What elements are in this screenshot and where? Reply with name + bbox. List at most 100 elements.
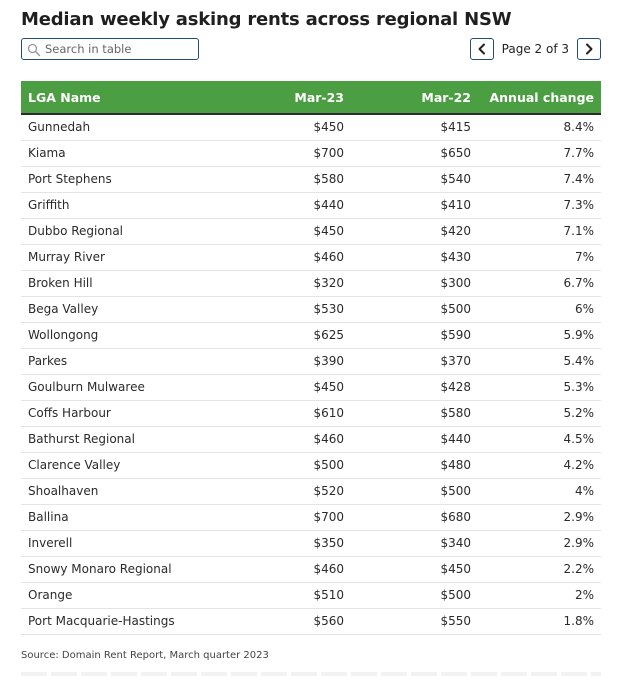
mar-22-cell: $680	[440, 510, 471, 524]
mar-22-cell: $540	[440, 172, 471, 186]
mar-22-cell: $410	[440, 198, 471, 212]
mar-23-cell: $700	[313, 510, 344, 524]
lga-name-cell: Orange	[28, 588, 73, 602]
annual-change-cell: 7%	[574, 250, 594, 264]
table-row: Wollongong $625 $590 5.9%	[21, 322, 601, 348]
search-box[interactable]	[21, 38, 199, 60]
annual-change-cell: 6.7%	[563, 276, 595, 290]
annual-change-cell: 4.2%	[563, 458, 595, 472]
search-input[interactable]	[45, 40, 195, 58]
annual-change-cell: 8.4%	[563, 120, 595, 135]
lga-name-cell: Bega Valley	[28, 302, 99, 316]
mar-22-cell: $340	[440, 536, 471, 550]
mar-23-cell: $460	[313, 562, 344, 576]
lga-name-cell: Ballina	[28, 510, 69, 524]
lga-name-cell: Bathurst Regional	[28, 432, 135, 446]
lga-name-cell: Snowy Monaro Regional	[28, 562, 172, 576]
annual-change-cell: 5.2%	[563, 406, 595, 420]
table-row: Kiama $700 $650 7.7%	[21, 140, 601, 166]
mar-23-cell: $610	[313, 406, 344, 420]
mar-23-cell: $500	[313, 458, 344, 472]
chart-title: Median weekly asking rents across region…	[21, 9, 512, 30]
lga-name-cell: Dubbo Regional	[28, 224, 124, 238]
next-page-button[interactable]	[577, 38, 601, 60]
chevron-right-icon	[586, 43, 593, 55]
table-row: Port Macquarie-Hastings $560 $550 1.8%	[21, 608, 601, 634]
search-icon	[27, 42, 41, 57]
prev-page-button[interactable]	[469, 38, 494, 60]
lga-name-cell: Wollongong	[28, 328, 99, 342]
source-note: Source: Domain Rent Report, March quarte…	[21, 650, 269, 661]
annual-change-cell: 2%	[574, 588, 594, 602]
mar-22-cell: $500	[440, 484, 471, 498]
table-body: Gunnedah $450 $415 8.4% Kiama $700 $650 7.7% Por…	[21, 114, 601, 634]
mar-22-cell: $590	[440, 328, 471, 342]
annual-change-cell: 7.1%	[563, 224, 595, 238]
column-header-annual-change[interactable]: Annual change	[478, 81, 601, 115]
lga-name-cell: Inverell	[28, 536, 73, 550]
lga-name-cell: Shoalhaven	[28, 484, 99, 498]
mar-22-cell: $450	[440, 562, 471, 576]
lga-name-cell: Parkes	[28, 354, 68, 368]
mar-23-cell: $520	[313, 484, 344, 498]
table-row: Bathurst Regional $460 $440 4.5%	[21, 426, 601, 452]
mar-22-cell: $300	[440, 276, 471, 290]
column-header-lga-name[interactable]: LGA Name	[21, 81, 221, 115]
lga-name-cell: Goulburn Mulwaree	[28, 380, 145, 394]
footer-divider	[21, 672, 601, 676]
lga-name-cell: Clarence Valley	[28, 458, 121, 472]
table-row: Orange $510 $500 2%	[21, 582, 601, 608]
table-row: Shoalhaven $520 $500 4%	[21, 478, 601, 504]
table-row: Dubbo Regional $450 $420 7.1%	[21, 218, 601, 244]
lga-name-cell: Griffith	[28, 198, 70, 212]
lga-name-cell: Kiama	[28, 146, 66, 160]
mar-22-cell: $500	[440, 588, 471, 602]
column-header-mar-23[interactable]: Mar-23	[221, 81, 351, 115]
chevron-left-icon	[478, 43, 485, 55]
rents-table: LGA Name Mar-23 Mar-22 Annual change Gun…	[21, 81, 601, 635]
mar-22-cell: $420	[440, 224, 471, 238]
mar-22-cell: $500	[440, 302, 471, 316]
mar-22-cell: $415	[440, 120, 471, 135]
annual-change-cell: 4.5%	[563, 432, 595, 446]
table-row: Bega Valley $530 $500 6%	[21, 296, 601, 322]
lga-name-cell: Coffs Harbour	[28, 406, 111, 420]
mar-22-cell: $430	[440, 250, 471, 264]
lga-name-cell: Gunnedah	[28, 120, 91, 135]
annual-change-cell: 6%	[574, 302, 594, 316]
table-row: Clarence Valley $500 $480 4.2%	[21, 452, 601, 478]
mar-22-cell: $650	[440, 146, 471, 160]
table-row: Goulburn Mulwaree $450 $428 5.3%	[21, 374, 601, 400]
mar-23-cell: $450	[313, 224, 344, 238]
mar-23-cell: $390	[313, 354, 344, 368]
table-row: Port Stephens $580 $540 7.4%	[21, 166, 601, 192]
annual-change-cell: 5.3%	[563, 380, 595, 394]
annual-change-cell: 2.9%	[563, 536, 595, 550]
mar-22-cell: $428	[440, 380, 471, 394]
table-row: Broken Hill $320 $300 6.7%	[21, 270, 601, 296]
mar-22-cell: $550	[440, 614, 471, 628]
mar-23-cell: $450	[313, 380, 344, 394]
table-row: Parkes $390 $370 5.4%	[21, 348, 601, 374]
table-header-row: LGA Name Mar-23 Mar-22 Annual change	[21, 81, 601, 115]
mar-22-cell: $480	[440, 458, 471, 472]
mar-23-cell: $510	[313, 588, 344, 602]
page-indicator: Page 2 of 3	[501, 42, 569, 56]
annual-change-cell: 1.8%	[563, 614, 595, 628]
pagination: Page 2 of 3	[469, 38, 601, 60]
mar-23-cell: $530	[313, 302, 344, 316]
table-row: Murray River $460 $430 7%	[21, 244, 601, 270]
annual-change-cell: 7.7%	[563, 146, 595, 160]
mar-23-cell: $580	[313, 172, 344, 186]
lga-name-cell: Port Macquarie-Hastings	[28, 614, 175, 628]
lga-name-cell: Broken Hill	[28, 276, 93, 290]
annual-change-cell: 7.3%	[563, 198, 595, 212]
mar-23-cell: $320	[313, 276, 344, 290]
table-row: Gunnedah $450 $415 8.4%	[21, 114, 601, 140]
mar-23-cell: $460	[313, 250, 344, 264]
table-row: Coffs Harbour $610 $580 5.2%	[21, 400, 601, 426]
mar-22-cell: $370	[440, 354, 471, 368]
mar-22-cell: $580	[440, 406, 471, 420]
column-header-mar-22[interactable]: Mar-22	[351, 81, 478, 115]
mar-23-cell: $625	[313, 328, 344, 342]
